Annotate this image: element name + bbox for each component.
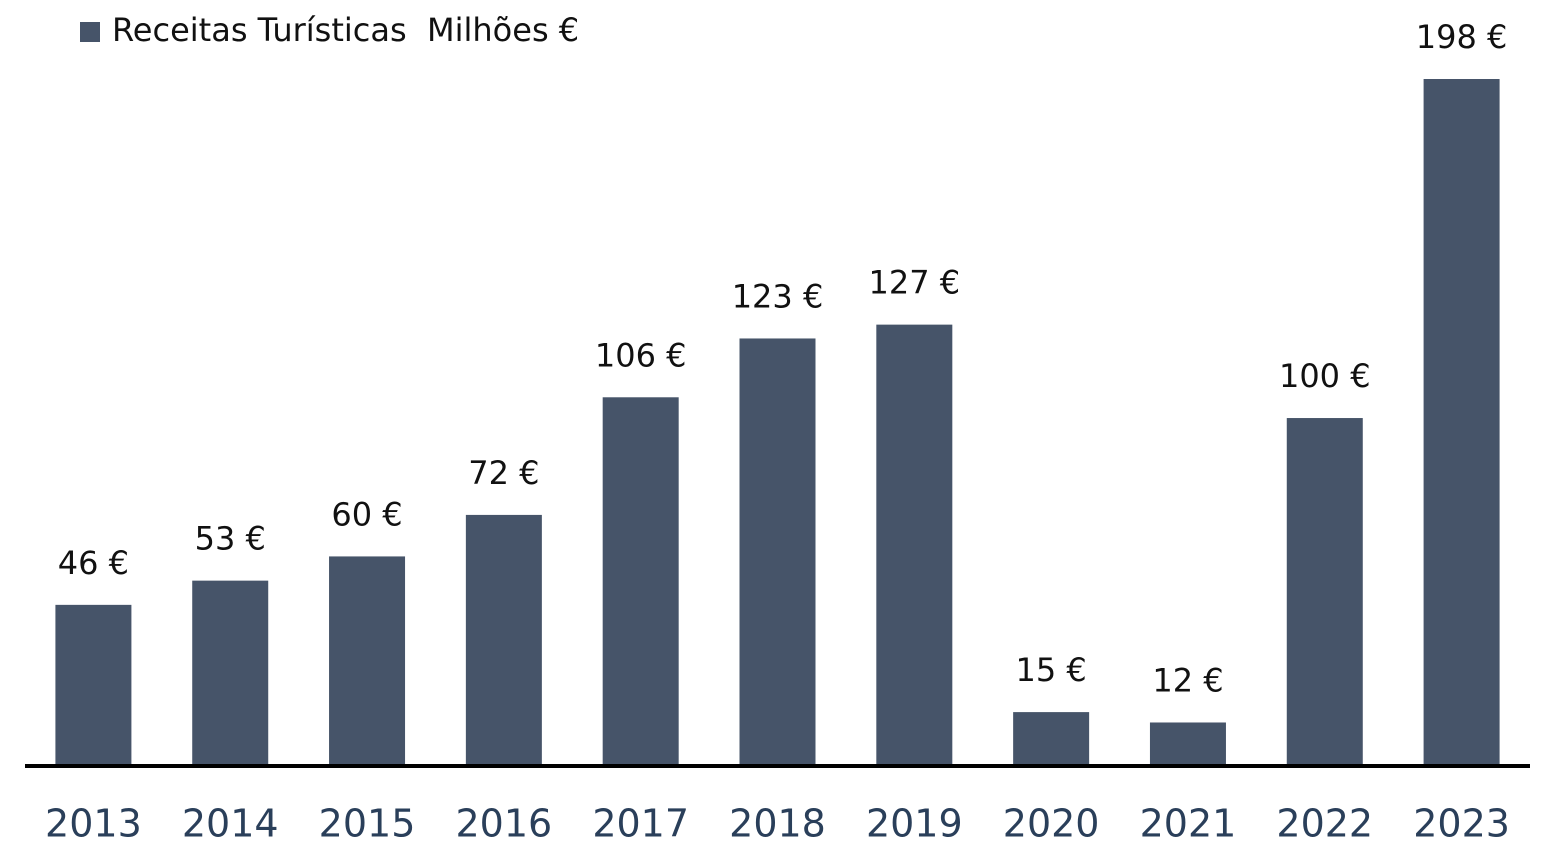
bar — [602, 397, 679, 764]
x-tick-label: 2021 — [1140, 802, 1237, 846]
bar — [192, 580, 269, 764]
bar — [1286, 418, 1363, 764]
x-tick-label: 2014 — [182, 802, 279, 846]
value-label: 123 € — [732, 277, 824, 315]
value-label: 127 € — [869, 264, 961, 302]
x-tick-label: 2023 — [1413, 802, 1510, 846]
x-tick-label: 2020 — [1003, 802, 1100, 846]
x-tick-label: 2015 — [319, 802, 416, 846]
bar — [1149, 722, 1226, 764]
legend-label: Receitas Turísticas Milhões € — [112, 11, 579, 49]
x-tick-label: 2018 — [729, 802, 826, 846]
value-label: 198 € — [1416, 18, 1508, 56]
bar — [1423, 79, 1500, 764]
value-label: 12 € — [1152, 661, 1223, 699]
legend-marker — [80, 22, 100, 42]
value-label: 46 € — [58, 544, 129, 582]
bar — [329, 556, 406, 764]
x-tick-label: 2022 — [1276, 802, 1373, 846]
bar — [876, 324, 953, 764]
value-label: 100 € — [1279, 357, 1371, 395]
x-tick-label: 2017 — [592, 802, 689, 846]
x-tick-label: 2013 — [45, 802, 142, 846]
x-tick-label: 2016 — [456, 802, 553, 846]
bar — [465, 514, 542, 764]
x-tick-label: 2019 — [866, 802, 963, 846]
value-label: 72 € — [468, 454, 539, 492]
value-label: 15 € — [1016, 651, 1087, 689]
bar — [55, 604, 132, 764]
bar — [1013, 712, 1090, 764]
value-label: 106 € — [595, 336, 687, 374]
value-label: 53 € — [195, 520, 266, 558]
value-label: 60 € — [331, 495, 402, 533]
bar — [739, 338, 816, 764]
